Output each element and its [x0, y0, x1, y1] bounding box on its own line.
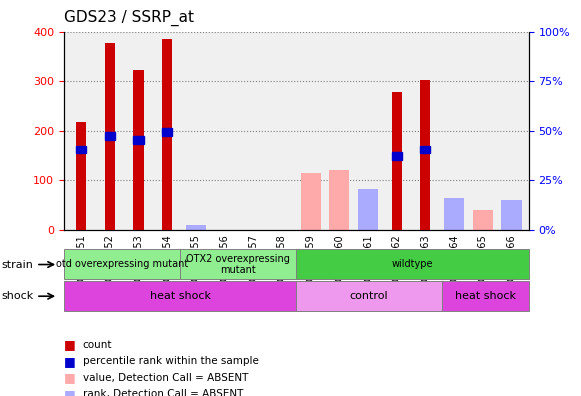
- Text: ■: ■: [64, 355, 76, 367]
- Bar: [300, 173, 321, 230]
- Bar: [421, 80, 431, 230]
- FancyBboxPatch shape: [180, 249, 296, 279]
- Bar: [76, 122, 86, 230]
- Bar: [501, 200, 522, 230]
- Text: heat shock: heat shock: [455, 291, 515, 301]
- FancyBboxPatch shape: [296, 281, 442, 311]
- FancyBboxPatch shape: [296, 249, 529, 279]
- Text: wildtype: wildtype: [392, 259, 433, 269]
- Bar: [444, 198, 464, 230]
- Bar: [76, 145, 86, 153]
- Text: shock: shock: [2, 291, 34, 301]
- Bar: [473, 210, 493, 230]
- Bar: [329, 170, 349, 230]
- Text: rank, Detection Call = ABSENT: rank, Detection Call = ABSENT: [83, 389, 243, 396]
- Text: count: count: [83, 339, 112, 350]
- Bar: [392, 92, 401, 230]
- Bar: [186, 225, 206, 230]
- Bar: [421, 145, 431, 153]
- Text: control: control: [350, 291, 388, 301]
- Text: ■: ■: [64, 371, 76, 384]
- Text: OTX2 overexpressing
mutant: OTX2 overexpressing mutant: [187, 253, 290, 275]
- Text: strain: strain: [2, 259, 34, 270]
- Bar: [134, 70, 144, 230]
- Text: otd overexpressing mutant: otd overexpressing mutant: [56, 259, 188, 269]
- Text: heat shock: heat shock: [150, 291, 210, 301]
- Bar: [501, 210, 522, 230]
- Bar: [162, 39, 172, 230]
- Bar: [105, 132, 115, 140]
- Text: GDS23 / SSRP_at: GDS23 / SSRP_at: [64, 10, 194, 26]
- Bar: [162, 128, 172, 136]
- Bar: [358, 189, 378, 230]
- Text: percentile rank within the sample: percentile rank within the sample: [83, 356, 259, 366]
- FancyBboxPatch shape: [64, 249, 180, 279]
- FancyBboxPatch shape: [442, 281, 529, 311]
- Text: ■: ■: [64, 388, 76, 396]
- Text: ■: ■: [64, 338, 76, 351]
- Text: value, Detection Call = ABSENT: value, Detection Call = ABSENT: [83, 373, 248, 383]
- Bar: [105, 42, 115, 230]
- Bar: [392, 152, 401, 160]
- FancyBboxPatch shape: [64, 281, 296, 311]
- Bar: [134, 136, 144, 144]
